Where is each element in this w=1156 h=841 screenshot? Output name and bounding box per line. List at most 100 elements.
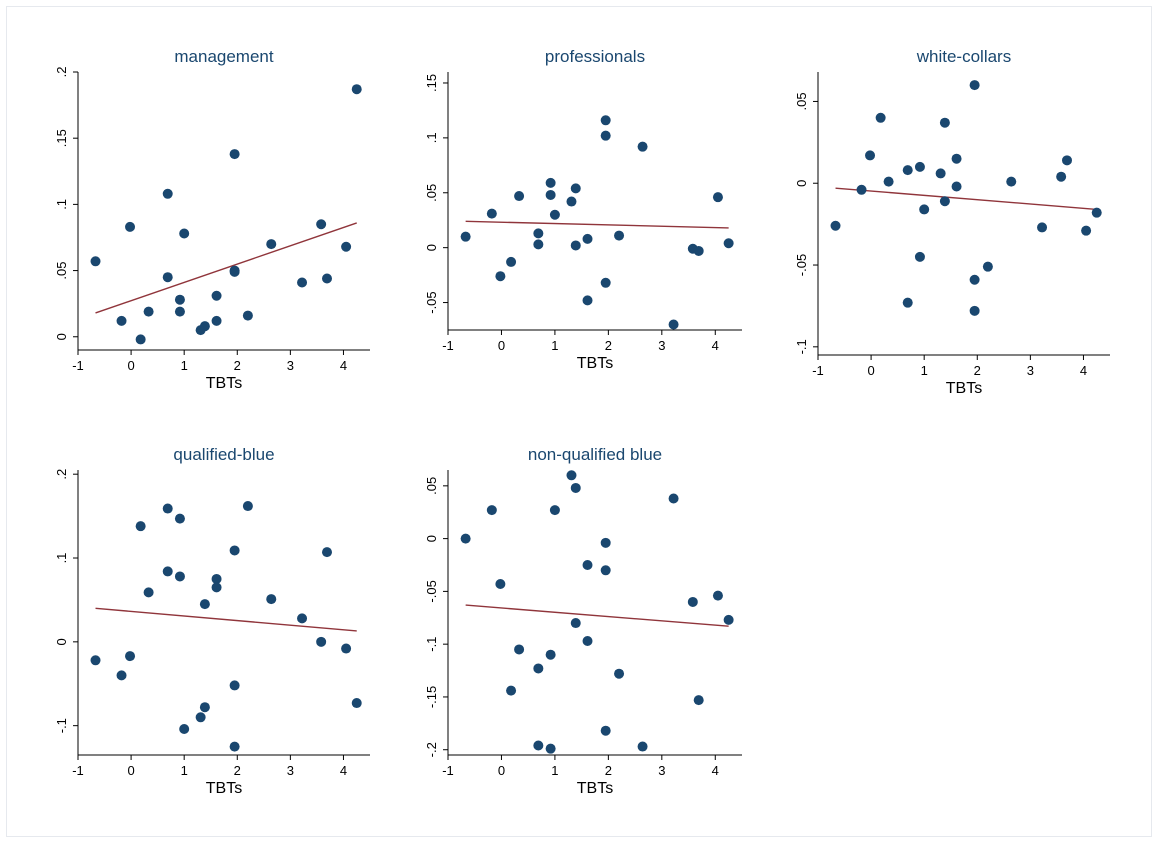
data-point	[668, 319, 679, 330]
data-point	[486, 505, 497, 516]
data-point	[514, 191, 525, 202]
data-point	[939, 196, 950, 207]
x-tick-label: 3	[1027, 363, 1034, 378]
x-tick-label: 2	[605, 338, 612, 353]
data-point	[321, 547, 332, 558]
data-point	[533, 740, 544, 751]
data-point	[211, 582, 222, 593]
data-point	[723, 614, 734, 625]
data-point	[712, 192, 723, 203]
data-point	[143, 306, 154, 317]
fit-line	[465, 604, 729, 627]
x-tick-label: 0	[127, 358, 134, 373]
data-point	[545, 177, 556, 188]
panel-5: non-qualified blue -1 0 1 2 3 4 TBTs -.2 -.15 -.1 -…	[424, 445, 742, 797]
data-point	[582, 295, 593, 306]
data-point	[229, 545, 240, 556]
y-tick-label: .05	[424, 477, 439, 495]
data-point	[242, 501, 253, 512]
x-tick-label: 3	[658, 763, 665, 778]
data-point	[614, 230, 625, 241]
x-tick-label: 1	[921, 363, 928, 378]
panel-1: management -1 0 1 2 3 4 TBTs 0 .05 .1 .15 .2	[54, 47, 370, 392]
data-point	[637, 141, 648, 152]
data-point	[570, 482, 581, 493]
data-point	[582, 233, 593, 244]
x-axis-title: TBTs	[206, 780, 242, 797]
data-point	[1037, 222, 1048, 233]
data-point	[506, 685, 517, 696]
data-point	[600, 115, 611, 126]
data-point	[321, 273, 332, 284]
panel-2: professionals -1 0 1 2 3 4 TBTs -.05 0 .05 .1 .15	[424, 47, 742, 372]
data-point	[545, 189, 556, 200]
x-axis-title: TBTs	[946, 380, 982, 397]
data-point	[582, 560, 593, 570]
data-point	[116, 315, 127, 326]
data-point	[125, 651, 136, 662]
data-point	[883, 176, 894, 187]
data-point	[533, 228, 544, 239]
data-point	[830, 220, 841, 231]
data-point	[570, 240, 581, 251]
data-point	[914, 251, 925, 262]
data-point	[600, 277, 611, 288]
data-point	[969, 305, 980, 316]
data-point	[162, 272, 173, 283]
data-point	[179, 724, 190, 735]
data-point	[919, 204, 930, 215]
data-point	[351, 84, 362, 95]
y-tick-label: .1	[54, 553, 69, 564]
y-tick-label: -.2	[424, 742, 439, 757]
data-point	[600, 565, 611, 576]
figure-frame	[6, 6, 1152, 837]
data-point	[1081, 225, 1092, 236]
x-tick-label: -1	[72, 358, 84, 373]
data-point	[90, 655, 101, 666]
panel-title: qualified-blue	[173, 445, 274, 464]
x-tick-label: 4	[340, 358, 347, 373]
data-point	[135, 334, 146, 345]
fit-line	[465, 220, 729, 229]
data-point	[939, 117, 950, 128]
data-point	[211, 315, 222, 326]
panel-3: white-collars -1 0 1 2 3 4 TBTs -.1 -.05 0 .05	[794, 47, 1110, 397]
y-tick-label: .15	[54, 129, 69, 147]
x-tick-label: 1	[181, 358, 188, 373]
y-tick-label: 0	[794, 180, 809, 187]
x-axis-title: TBTs	[577, 780, 613, 797]
data-point	[460, 533, 471, 544]
x-axis-title: TBTs	[577, 355, 613, 372]
x-tick-label: 0	[498, 338, 505, 353]
data-point	[229, 149, 240, 160]
data-point	[549, 209, 560, 220]
y-tick-label: .05	[794, 92, 809, 110]
data-point	[982, 261, 993, 272]
panel-title: management	[174, 47, 274, 66]
y-tick-label: -.05	[424, 291, 439, 313]
data-point	[566, 196, 577, 207]
data-point	[162, 566, 173, 577]
x-tick-label: -1	[72, 763, 84, 778]
data-point	[549, 505, 560, 516]
data-point	[566, 470, 577, 481]
data-point	[902, 165, 913, 176]
data-point	[174, 294, 185, 305]
data-point	[90, 256, 101, 267]
x-tick-label: 4	[1080, 363, 1087, 378]
data-point	[712, 590, 723, 601]
data-point	[570, 618, 581, 629]
y-tick-label: .1	[424, 132, 439, 143]
x-tick-label: 0	[498, 763, 505, 778]
data-point	[614, 668, 625, 679]
panel-title: white-collars	[916, 47, 1011, 66]
x-tick-label: 3	[658, 338, 665, 353]
y-tick-label: .2	[54, 67, 69, 78]
data-point	[229, 741, 240, 752]
y-tick-label: -.05	[424, 580, 439, 602]
x-tick-label: 0	[867, 363, 874, 378]
data-point	[266, 239, 277, 250]
data-point	[514, 644, 525, 655]
